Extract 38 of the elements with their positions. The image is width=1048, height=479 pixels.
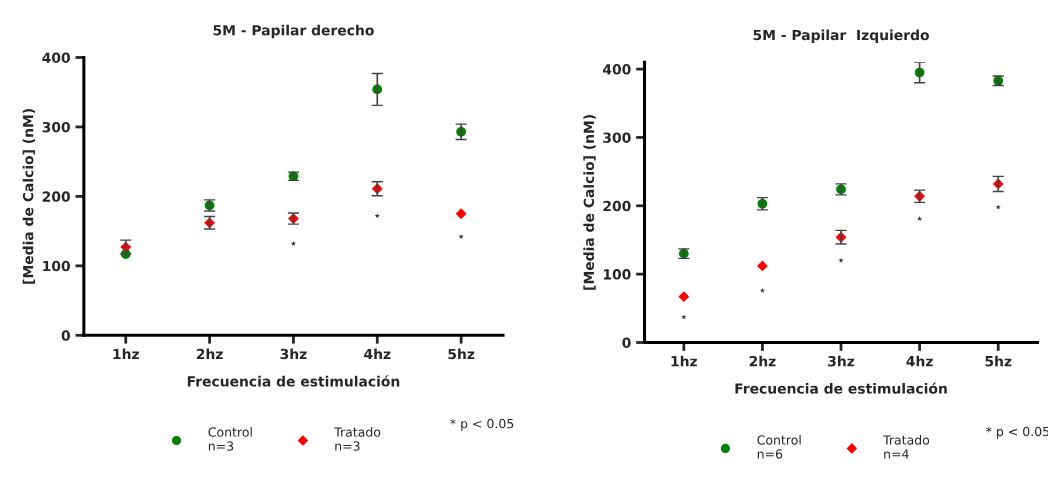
y-tick-label: 400 — [602, 64, 631, 75]
x-tick-label: 2hz — [196, 348, 223, 360]
legend-label: Tratado n=3 — [334, 427, 381, 451]
legend-label: Tratado n=4 — [883, 435, 930, 459]
x-tick-label: 5hz — [985, 355, 1012, 367]
y-tick-label: 400 — [42, 52, 70, 63]
y-tick-label: 300 — [42, 121, 70, 133]
x-tick-label: 3hz — [280, 348, 307, 360]
y-tick-label: 0 — [61, 330, 70, 341]
x-tick-label: 1hz — [671, 355, 697, 367]
text: * p < 0.05 — [986, 426, 1048, 439]
chart-title: 5M - Papilar Izquierdo — [753, 29, 929, 43]
x-tick-label: 4hz — [364, 348, 391, 360]
point — [916, 216, 923, 222]
y-axis-title: [Media de Calcio] (nM) — [583, 115, 596, 290]
y-tick-label: 100 — [43, 260, 70, 272]
point — [681, 314, 687, 320]
chart-title: 5M - Papilar derecho — [213, 24, 374, 39]
y-tick-label: 300 — [603, 132, 631, 143]
point — [455, 208, 467, 220]
x-axis-title: Frecuencia de estimulación — [187, 375, 400, 387]
x-tick-label: 4hz — [906, 355, 933, 367]
x-tick-label: 1hz — [113, 348, 139, 360]
text: * p < 0.05 — [450, 418, 514, 431]
legend-label: Control n=3 — [208, 427, 252, 451]
x-tick-label: 2hz — [749, 355, 776, 367]
point — [995, 204, 1001, 210]
y-tick-label: 200 — [42, 191, 70, 202]
y-tick-label: 100 — [603, 269, 631, 280]
point — [678, 291, 690, 303]
x-axis-title: Frecuencia de estimulación — [735, 382, 947, 394]
point — [757, 260, 768, 272]
legend-label: Control n=6 — [757, 435, 801, 459]
y-tick-label: 0 — [622, 337, 631, 348]
y-tick-label: 200 — [603, 200, 631, 212]
x-tick-label: 3hz — [828, 355, 855, 367]
y-axis-title: [Media de Calcio] (nM) — [22, 109, 36, 284]
x-tick-label: 5hz — [448, 348, 475, 360]
